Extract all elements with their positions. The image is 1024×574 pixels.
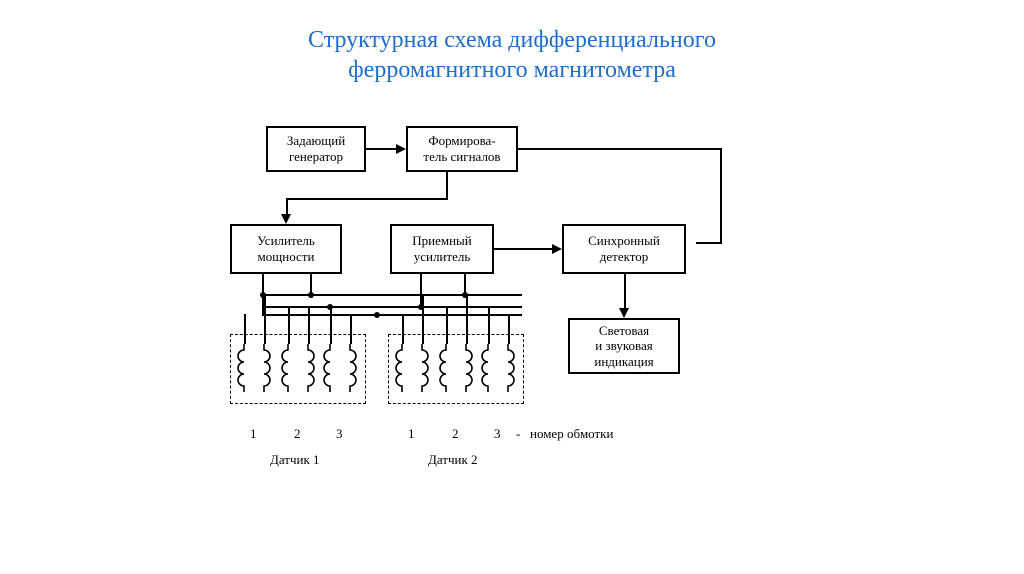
n2-l1: Формирова- [428,133,495,149]
n5-l1: Синхронный [588,233,660,249]
edge-n2-down [446,172,448,200]
edge-n5-n6 [624,274,626,310]
edge-n2-right-down [720,148,722,244]
title-line1: Структурная схема дифференциального [0,25,1024,55]
node-indication: Световая и звуковая индикация [568,318,680,374]
arrow-to-n3 [281,214,291,224]
edge-n4-n5 [494,248,554,250]
s2-num3: 3 [494,426,501,442]
sensor2-coils [394,340,518,398]
edge-n2-left [286,198,448,200]
dot-2 [308,292,314,298]
sensor1-coils [236,340,360,398]
wire-n4-b [464,274,466,294]
bus-1 [262,294,522,296]
legend-note: номер обмотки [530,426,613,442]
n2-l2: тель сигналов [423,149,500,165]
title-line2: ферромагнитного магнитометра [0,55,1024,85]
dot-4 [374,312,380,318]
edge-n1-n2 [366,148,398,150]
bus-2 [262,306,522,308]
n4-l2: усилитель [414,249,471,265]
edge-n2-right [518,148,722,150]
page-title: Структурная схема дифференциального ферр… [0,25,1024,85]
legend-dash: - [516,426,520,442]
n1-l2: генератор [289,149,343,165]
s1-num1: 1 [250,426,257,442]
n1-l1: Задающий [287,133,345,149]
s2-num1: 1 [408,426,415,442]
sensor1-label: Датчик 1 [270,452,320,468]
arrow-n1-n2 [396,144,406,154]
node-shaper: Формирова- тель сигналов [406,126,518,172]
s2-num2: 2 [452,426,459,442]
arrow-n5-n6 [619,308,629,318]
wire-n3-b [310,274,312,294]
n3-l2: мощности [258,249,315,265]
n6-l1: Световая [599,323,649,339]
node-power-amp: Усилитель мощности [230,224,342,274]
n6-l2: и звуковая [595,338,652,354]
edge-to-n5-top [696,242,721,244]
n4-l1: Приемный [412,233,472,249]
n6-l3: индикация [594,354,653,370]
node-sync-det: Синхронный детектор [562,224,686,274]
n5-l2: детектор [600,249,649,265]
s1-num2: 2 [294,426,301,442]
bus-3 [262,314,522,316]
sensor2-label: Датчик 2 [428,452,478,468]
block-diagram: Задающий генератор Формирова- тель сигна… [230,126,790,526]
n3-l1: Усилитель [257,233,315,249]
node-generator: Задающий генератор [266,126,366,172]
arrow-n4-n5 [552,244,562,254]
node-rx-amp: Приемный усилитель [390,224,494,274]
s1-num3: 3 [336,426,343,442]
